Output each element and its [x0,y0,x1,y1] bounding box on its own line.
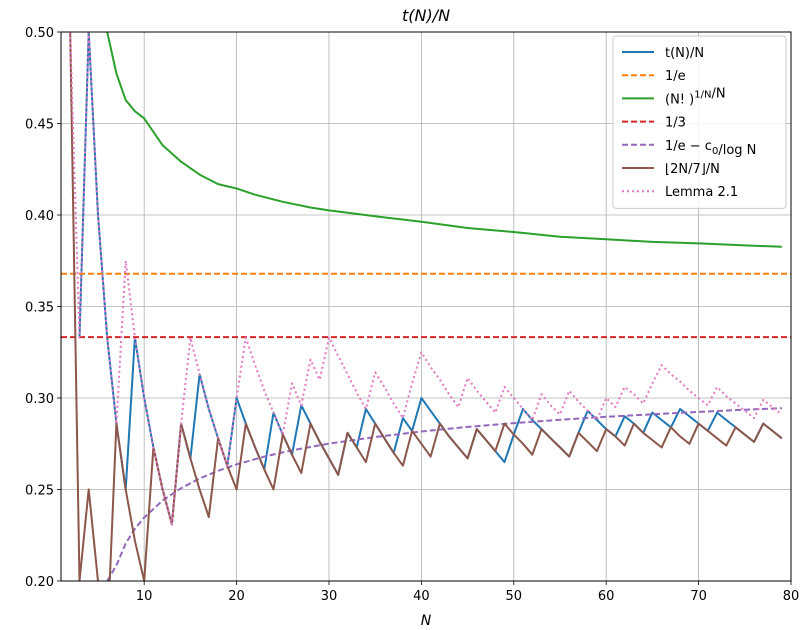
x-axis: 10 20 30 40 50 60 70 80 [136,581,799,604]
x-tick-label: 60 [598,589,615,604]
x-tick-label: 30 [321,589,338,604]
x-axis-label: N [421,613,432,629]
series-line-5 [69,32,783,581]
y-axis: 0.20 0.25 0.30 0.35 0.40 0.45 0.50 [25,26,61,590]
legend-item: ⌊2N/7⌋/N [622,162,720,177]
legend-item: 1/e [622,69,686,84]
x-tick-label: 10 [136,589,153,604]
y-tick-label: 0.40 [25,209,54,224]
legend-label: Lemma 2.1 [665,185,738,200]
legend: t(N)/N 1/e (N! )1/N/N 1/3 1/e − c0/log N ⌊2N/… [612,35,787,209]
series-line-4 [106,407,782,581]
legend-item: (N! )1/N/N [622,86,726,107]
y-tick-label: 0.35 [25,301,54,316]
y-tick-label: 0.20 [25,575,54,590]
legend-item: 1/e − c0/log N [622,139,756,158]
x-tick-label: 80 [783,589,800,604]
x-tick-label: 40 [413,589,430,604]
x-tick-label: 50 [506,589,523,604]
legend-label: t(N)/N [665,46,704,61]
x-tick-label: 70 [690,589,707,604]
legend-label: 1/3 [665,116,686,131]
series-line-6 [69,32,783,526]
y-tick-label: 0.45 [25,118,54,133]
series-line-2 [106,32,782,248]
legend-label: (N! )1/N/N [665,86,726,107]
x-tick-label: 20 [228,589,245,604]
legend-label: ⌊2N/7⌋/N [665,162,720,177]
legend-item: 1/3 [622,116,686,131]
y-tick-label: 0.30 [25,392,54,407]
legend-item: t(N)/N [622,46,704,61]
y-tick-label: 0.25 [25,484,54,499]
legend-label: 1/e − c0/log N [665,139,756,158]
legend-label: 1/e [665,69,686,84]
series-layer [61,32,791,581]
legend-box [612,35,787,209]
y-tick-label: 0.50 [25,26,54,41]
series-line-0 [78,32,783,526]
chart-title: t(N)/N [402,6,450,25]
legend-item: Lemma 2.1 [622,185,738,200]
